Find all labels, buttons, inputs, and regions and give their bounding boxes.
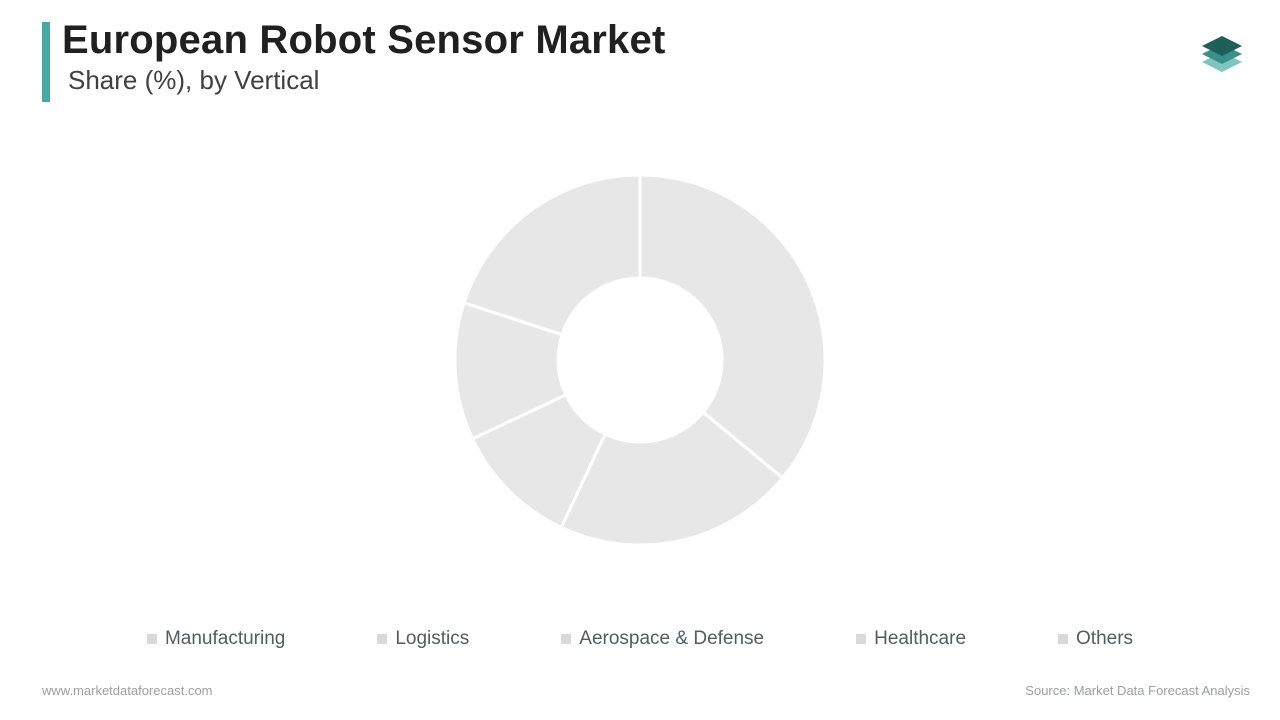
chart-canvas: European Robot Sensor Market Share (%), …	[0, 0, 1280, 720]
legend-label: Manufacturing	[165, 628, 285, 650]
legend-marker-icon	[561, 634, 571, 644]
chart-subtitle: Share (%), by Vertical	[68, 65, 665, 96]
legend-item: Healthcare	[856, 628, 966, 650]
legend-item: Manufacturing	[147, 628, 285, 650]
brand-logo-icon	[1192, 18, 1252, 78]
legend-label: Others	[1076, 628, 1133, 650]
legend-label: Logistics	[395, 628, 469, 650]
footer-url: www.marketdataforecast.com	[42, 683, 213, 698]
legend: Manufacturing Logistics Aerospace & Defens…	[0, 628, 1280, 650]
footer-source: Source: Market Data Forecast Analysis	[1025, 683, 1250, 698]
donut-svg	[440, 160, 840, 560]
legend-marker-icon	[147, 634, 157, 644]
title-block: European Robot Sensor Market Share (%), …	[62, 18, 665, 96]
donut-slice	[464, 175, 640, 335]
legend-label: Aerospace & Defense	[579, 628, 764, 650]
chart-title: European Robot Sensor Market	[62, 18, 665, 63]
legend-marker-icon	[377, 634, 387, 644]
donut-slice	[640, 175, 825, 478]
legend-label: Healthcare	[874, 628, 966, 650]
legend-item: Others	[1058, 628, 1133, 650]
title-accent-bar	[42, 22, 50, 102]
donut-chart	[440, 160, 840, 560]
legend-item: Logistics	[377, 628, 469, 650]
legend-item: Aerospace & Defense	[561, 628, 764, 650]
legend-marker-icon	[1058, 634, 1068, 644]
legend-marker-icon	[856, 634, 866, 644]
